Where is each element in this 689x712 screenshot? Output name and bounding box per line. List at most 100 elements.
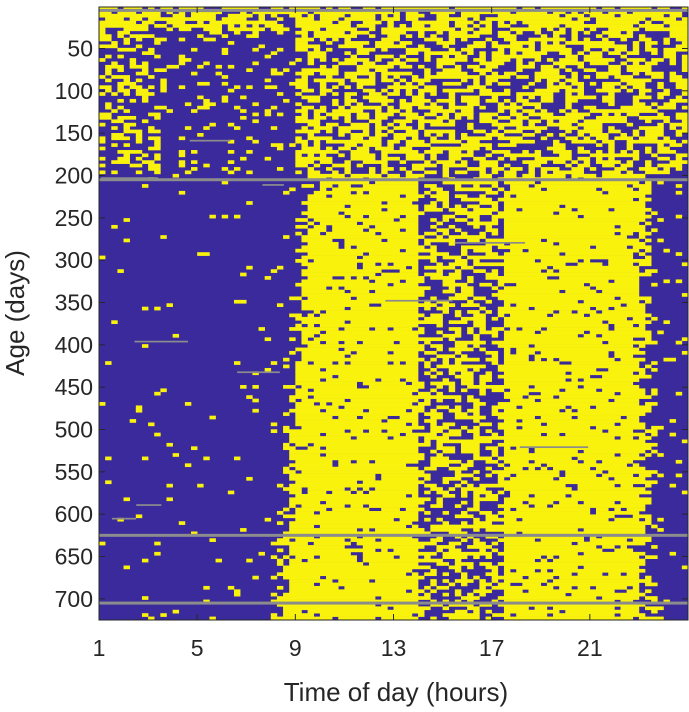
active-cell-run [669, 98, 689, 103]
active-cell-run [595, 585, 627, 590]
active-cell-run [497, 463, 505, 468]
active-cell-run [424, 316, 443, 321]
active-cell-run [313, 139, 321, 144]
y-tick-label: 600 [55, 501, 93, 527]
active-cell-run [620, 133, 627, 137]
active-cell-run [338, 81, 345, 86]
active-cell-run [675, 44, 689, 49]
active-cell-run [436, 391, 443, 396]
active-cell-run [381, 170, 388, 175]
active-cell-run [264, 112, 272, 117]
active-cell-run [276, 558, 284, 563]
active-cell-run [583, 500, 615, 505]
active-cell-run [448, 272, 462, 277]
active-cell-run [307, 13, 315, 18]
active-cell-run [424, 51, 462, 55]
active-cell-run [626, 68, 652, 73]
active-cell-run [583, 30, 591, 35]
active-cell-run [540, 167, 560, 171]
active-cell-run [657, 112, 664, 117]
active-cell-run [473, 259, 480, 263]
active-cell-run [326, 122, 339, 127]
active-cell-run [319, 71, 339, 76]
active-cell-run [141, 98, 149, 103]
active-cell-run [197, 20, 204, 25]
active-cell-run [430, 381, 456, 386]
active-cell-run [295, 156, 333, 161]
active-cell-run [467, 221, 499, 226]
active-cell-run [338, 415, 357, 420]
active-cell-run [295, 511, 315, 515]
active-cell-run [534, 75, 566, 79]
active-cell-run [442, 231, 450, 236]
active-cell-run [473, 419, 480, 423]
active-cell-run [295, 378, 321, 382]
active-cell-run [497, 306, 529, 311]
active-cell-run [289, 551, 351, 556]
active-cell-run [111, 143, 118, 147]
active-cell-run [399, 102, 425, 107]
active-cell-run [467, 327, 474, 331]
active-cell-run [301, 357, 425, 362]
active-cell-run [467, 507, 480, 512]
active-cell-run [467, 115, 474, 120]
active-cell-run [375, 528, 425, 532]
active-cell-run [595, 156, 603, 161]
active-cell-run [411, 572, 419, 577]
active-cell-run [522, 425, 591, 430]
active-cell-run [657, 517, 664, 522]
y-tick-label: 550 [55, 459, 93, 485]
active-cell-run [540, 41, 548, 45]
active-cell-run [473, 500, 480, 505]
active-cell-run [418, 613, 425, 617]
active-cell-run [460, 136, 492, 141]
active-cell-run [528, 119, 542, 124]
active-cell-run [681, 64, 689, 69]
active-cell-run [442, 68, 462, 73]
active-cell-run [460, 248, 468, 253]
active-cell-run [160, 388, 167, 393]
active-cell-run [620, 85, 627, 90]
active-cell-run [626, 303, 646, 307]
active-cell-run [497, 197, 634, 202]
active-cell-run [528, 44, 535, 49]
active-cell-run [270, 71, 284, 76]
active-cell-run [295, 231, 302, 236]
active-cell-run [485, 616, 492, 621]
active-cell-run [657, 143, 664, 147]
active-cell-run [657, 122, 664, 127]
active-cell-run [326, 112, 351, 117]
active-cell-run [491, 54, 542, 59]
active-cell-run [546, 187, 597, 192]
active-cell-run [608, 259, 652, 263]
active-cell-run [491, 432, 499, 437]
active-cell-run [381, 71, 413, 76]
active-cell-run [307, 54, 327, 59]
active-cell-run [473, 367, 480, 372]
active-cell-run [295, 259, 308, 263]
active-cell-run [117, 269, 124, 273]
active-cell-run [485, 609, 492, 614]
active-cell-run [436, 490, 450, 495]
active-cell-run [350, 156, 376, 161]
active-cell-run [503, 37, 517, 42]
active-cell-run [405, 279, 425, 284]
active-cell-run [485, 555, 492, 559]
active-cell-run [553, 10, 566, 15]
active-cell-run [608, 340, 658, 345]
active-cell-run [577, 156, 591, 161]
active-cell-run [270, 105, 278, 110]
active-cell-run [135, 405, 143, 410]
active-cell-run [473, 78, 480, 83]
active-cell-run [356, 350, 388, 355]
active-cell-run [510, 102, 517, 107]
active-cell-run [460, 575, 468, 580]
active-cell-run [565, 388, 597, 393]
active-cell-run [362, 340, 394, 345]
active-cell-run [301, 105, 315, 110]
active-cell-run [344, 327, 370, 331]
active-cell-run [442, 163, 468, 168]
active-cell-run [534, 449, 578, 454]
active-cell-run [663, 167, 670, 171]
active-cell-run [510, 139, 535, 144]
